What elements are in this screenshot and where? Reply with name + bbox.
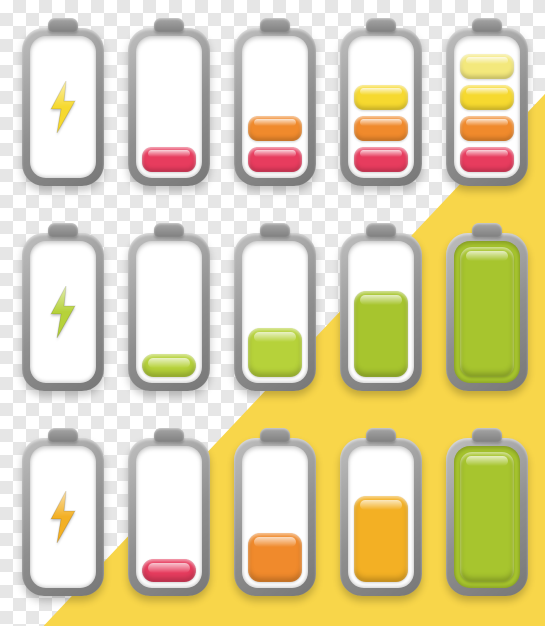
- battery-icon: [22, 428, 104, 596]
- battery-segment: [460, 54, 514, 79]
- battery-inner: [348, 446, 414, 588]
- battery-inner: [136, 36, 202, 178]
- battery-cap: [154, 428, 184, 442]
- battery-cap: [366, 18, 396, 32]
- battery-cap: [260, 223, 290, 237]
- battery-segments: [248, 42, 302, 172]
- battery-segment: [142, 147, 196, 172]
- battery-cap: [260, 428, 290, 442]
- battery-shell: [128, 28, 210, 186]
- battery-segment: [354, 147, 408, 172]
- battery-icon: [446, 18, 528, 186]
- battery-cap: [366, 223, 396, 237]
- battery-fill: [354, 496, 408, 582]
- battery-shell: [234, 28, 316, 186]
- battery-fill: [354, 291, 408, 377]
- battery-cap: [260, 18, 290, 32]
- battery-inner: [136, 241, 202, 383]
- battery-segments: [354, 42, 408, 172]
- battery-segment: [354, 85, 408, 110]
- battery-icon: [234, 223, 316, 391]
- battery-cap: [48, 18, 78, 32]
- battery-fill: [460, 452, 514, 582]
- battery-inner: [242, 241, 308, 383]
- battery-icon: [446, 223, 528, 391]
- battery-segment: [460, 147, 514, 172]
- battery-inner: [348, 36, 414, 178]
- battery-inner: [454, 36, 520, 178]
- battery-shell: [340, 233, 422, 391]
- battery-icon: [340, 223, 422, 391]
- battery-fill: [248, 328, 302, 377]
- battery-shell: [446, 233, 528, 391]
- battery-shell: [128, 233, 210, 391]
- battery-icon: [446, 428, 528, 596]
- battery-fill: [142, 559, 196, 582]
- lightning-bolt-icon: [48, 81, 78, 133]
- battery-shell: [340, 438, 422, 596]
- battery-shell: [22, 438, 104, 596]
- battery-cap: [472, 428, 502, 442]
- battery-segment: [354, 116, 408, 141]
- battery-icon: [340, 18, 422, 186]
- battery-inner: [30, 241, 96, 383]
- battery-shell: [234, 233, 316, 391]
- battery-inner: [454, 446, 520, 588]
- battery-cap: [48, 223, 78, 237]
- battery-icon: [22, 223, 104, 391]
- battery-segments: [460, 42, 514, 172]
- battery-inner: [242, 446, 308, 588]
- battery-shell: [446, 28, 528, 186]
- battery-icon: [128, 223, 210, 391]
- battery-cap: [154, 223, 184, 237]
- battery-grid: [0, 0, 545, 626]
- battery-shell: [446, 438, 528, 596]
- battery-shell: [22, 28, 104, 186]
- battery-inner: [454, 241, 520, 383]
- battery-shell: [22, 233, 104, 391]
- battery-shell: [340, 28, 422, 186]
- battery-inner: [348, 241, 414, 383]
- battery-icon: [22, 18, 104, 186]
- battery-segment: [248, 116, 302, 141]
- battery-fill: [460, 247, 514, 377]
- battery-fill: [142, 354, 196, 377]
- battery-icon: [234, 18, 316, 186]
- battery-cap: [472, 18, 502, 32]
- battery-shell: [234, 438, 316, 596]
- lightning-bolt-icon: [48, 491, 78, 543]
- battery-cap: [48, 428, 78, 442]
- battery-icon: [340, 428, 422, 596]
- battery-inner: [136, 446, 202, 588]
- battery-icon: [234, 428, 316, 596]
- battery-fill: [248, 533, 302, 582]
- battery-segments: [142, 42, 196, 172]
- battery-cap: [154, 18, 184, 32]
- battery-shell: [128, 438, 210, 596]
- lightning-bolt-icon: [48, 286, 78, 338]
- battery-inner: [30, 36, 96, 178]
- battery-segment: [460, 85, 514, 110]
- battery-inner: [30, 446, 96, 588]
- battery-segment: [460, 116, 514, 141]
- battery-cap: [472, 223, 502, 237]
- battery-inner: [242, 36, 308, 178]
- battery-icon: [128, 18, 210, 186]
- battery-segment: [248, 147, 302, 172]
- battery-cap: [366, 428, 396, 442]
- battery-icon: [128, 428, 210, 596]
